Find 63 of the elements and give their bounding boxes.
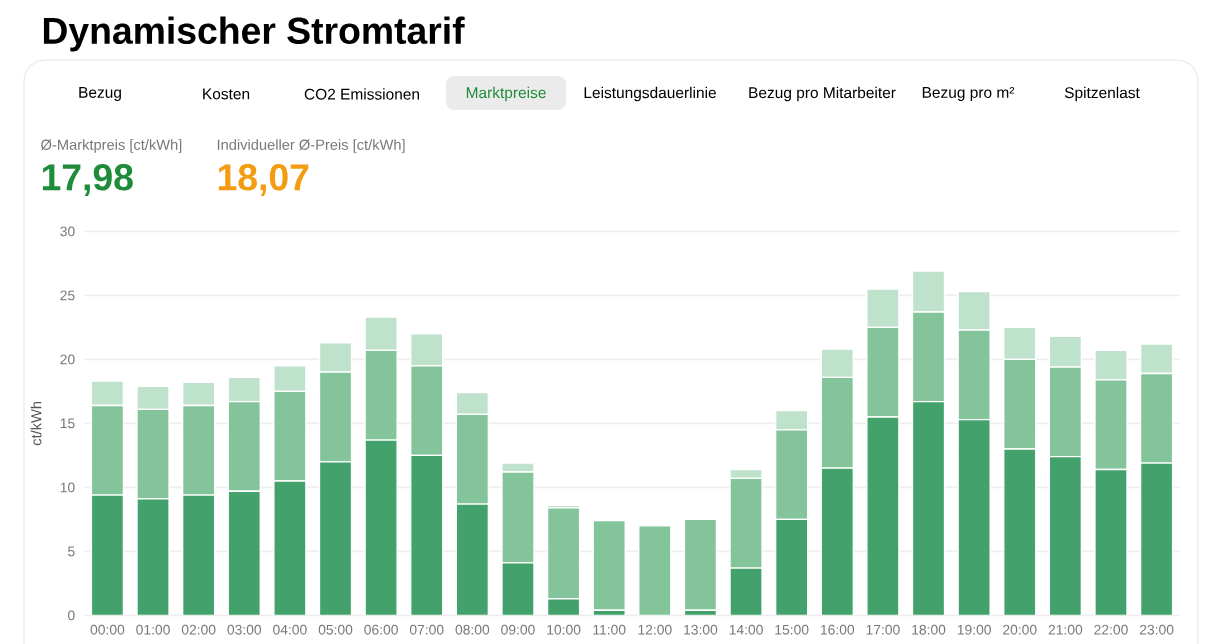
bar (911, 311, 946, 403)
bar (1094, 468, 1128, 616)
bar (273, 390, 307, 482)
chart-title: Dynamischer Stromtarif (43, 16, 465, 52)
bar (410, 365, 444, 457)
bar (501, 471, 535, 564)
bar (1003, 326, 1037, 361)
bar (364, 349, 398, 441)
bar (1048, 366, 1083, 458)
bar (364, 316, 398, 352)
bar (820, 348, 854, 378)
bar (364, 439, 398, 616)
bar (181, 404, 216, 496)
bar (729, 468, 763, 480)
bar (1139, 462, 1174, 616)
bar (90, 494, 125, 616)
bar (820, 467, 854, 616)
bar (729, 567, 763, 616)
bar (273, 365, 307, 393)
bar (1048, 335, 1083, 368)
bar (318, 371, 353, 463)
bar (136, 385, 170, 410)
bar (1048, 456, 1083, 616)
bar (866, 416, 900, 616)
bar (546, 507, 581, 600)
bar (181, 494, 216, 616)
bar (592, 520, 626, 611)
text: 17,98 (42, 164, 133, 196)
bar (1003, 358, 1037, 450)
bar (957, 418, 991, 616)
bar (911, 400, 946, 616)
bar (455, 503, 490, 616)
bar (775, 429, 809, 521)
bar (227, 490, 261, 616)
bar (136, 408, 170, 500)
bar (820, 376, 854, 469)
text: 18,07 (218, 164, 309, 196)
bar (729, 477, 763, 569)
bar (866, 326, 900, 418)
bar (501, 462, 535, 473)
bar (1139, 372, 1174, 464)
bar (181, 381, 216, 407)
bar (318, 342, 353, 373)
bar (683, 518, 718, 611)
bar (1094, 349, 1128, 381)
bar (136, 498, 170, 616)
bar (227, 400, 261, 492)
bar (1094, 379, 1128, 471)
bar (775, 409, 809, 431)
bar (410, 333, 444, 367)
bar (547, 598, 580, 616)
bar (318, 461, 353, 616)
bar (227, 376, 261, 403)
bar (90, 404, 125, 496)
bar (775, 518, 809, 616)
bar (501, 562, 535, 616)
bar (455, 413, 490, 505)
bar (638, 525, 671, 616)
bar (410, 454, 444, 616)
bar (957, 329, 991, 421)
bar (1003, 448, 1037, 616)
bar (273, 480, 307, 616)
bar (455, 392, 490, 416)
